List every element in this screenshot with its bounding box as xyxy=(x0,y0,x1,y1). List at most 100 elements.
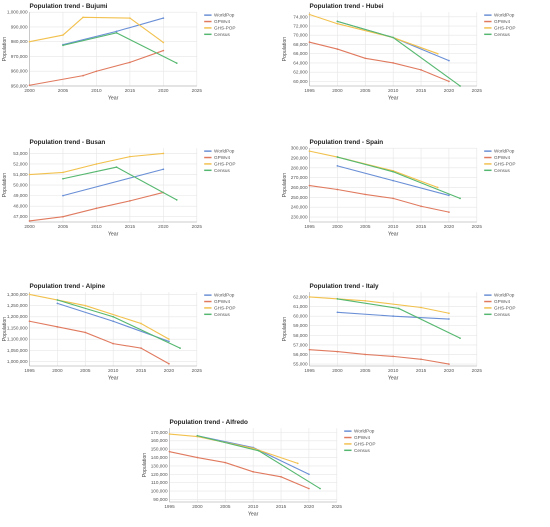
y-tick-label: 140,000 xyxy=(151,455,168,460)
x-axis-label: Year xyxy=(108,96,119,102)
data-point-census xyxy=(459,337,461,340)
data-point-census xyxy=(336,156,339,158)
data-point-gpwv4 xyxy=(448,363,450,365)
data-point-gpwv4 xyxy=(420,68,422,71)
data-point-gpwv4 xyxy=(308,184,311,187)
data-point-gpwv4 xyxy=(364,193,367,196)
data-point-gpwv4 xyxy=(392,62,395,64)
chart-panel-hubei: Population trend - Hubei 60,000 62,000 64,0… xyxy=(282,3,515,102)
legend-label: GPWv4 xyxy=(214,299,230,304)
y-axis-label: Population xyxy=(282,317,288,342)
x-tick-label: 1995 xyxy=(304,224,315,229)
series-line-census xyxy=(62,166,177,201)
data-point-gpwv4 xyxy=(168,362,170,365)
data-point-gpwv4 xyxy=(336,350,339,353)
x-tick-label: 2015 xyxy=(416,88,427,93)
series-line-gpwv4 xyxy=(309,41,450,82)
x-tick-label: 2000 xyxy=(24,88,35,93)
x-tick-label: 2010 xyxy=(91,224,102,229)
data-point-worldpop xyxy=(336,165,339,167)
series-line-gpwv4 xyxy=(169,451,310,490)
x-axis-label: Year xyxy=(108,232,119,238)
legend-label: GPWv4 xyxy=(214,155,230,160)
series-line-gpwv4 xyxy=(29,320,170,365)
legend-label: Census xyxy=(354,448,370,453)
data-point-census xyxy=(336,298,339,300)
y-tick-label: 55,000 xyxy=(293,362,308,367)
x-tick-label: 2020 xyxy=(444,368,455,373)
y-tick-label: 110,000 xyxy=(151,480,168,485)
x-tick-label: 2005 xyxy=(58,88,69,93)
y-tick-label: 120,000 xyxy=(151,472,168,477)
x-tick-label: 2005 xyxy=(360,368,371,373)
data-point-census xyxy=(175,198,178,201)
data-point-gpwv4 xyxy=(252,470,255,473)
y-tick-label: 1,300,000 xyxy=(7,292,28,297)
data-point-gpwv4 xyxy=(280,475,282,478)
series-line-census xyxy=(62,32,177,64)
data-point-gpwv4 xyxy=(56,325,59,328)
legend-label: Census xyxy=(494,168,510,173)
data-point-census xyxy=(179,347,181,349)
y-tick-label: 1,000,000 xyxy=(7,359,28,364)
x-axis-label: Year xyxy=(248,512,259,518)
data-point-ghs-pop xyxy=(129,155,131,158)
y-tick-label: 58,000 xyxy=(293,333,308,338)
x-tick-label: 1995 xyxy=(304,88,315,93)
data-point-ghs-pop xyxy=(308,13,311,16)
x-tick-label: 2000 xyxy=(332,88,343,93)
y-tick-label: 47,000 xyxy=(13,214,28,219)
x-tick-label: 2025 xyxy=(472,224,483,229)
chart-title: Population trend - Spain xyxy=(310,139,384,146)
y-tick-label: 62,000 xyxy=(293,294,308,299)
chart-title: Population trend - Alpine xyxy=(30,283,106,290)
data-point-ghs-pop xyxy=(252,447,255,450)
data-point-ghs-pop xyxy=(129,17,131,19)
data-point-worldpop xyxy=(308,473,310,476)
data-point-worldpop xyxy=(62,194,64,197)
data-point-worldpop xyxy=(112,320,115,323)
data-point-ghs-pop xyxy=(448,312,450,315)
x-tick-label: 2000 xyxy=(192,504,203,509)
data-point-census xyxy=(257,449,260,452)
x-tick-label: 2025 xyxy=(192,224,203,229)
chart-title: Population trend - Alfredo xyxy=(170,419,248,426)
series-line-census xyxy=(57,299,181,349)
data-point-gpwv4 xyxy=(95,207,98,210)
legend-label: WorldPop xyxy=(494,149,515,154)
data-point-worldpop xyxy=(56,302,59,305)
x-tick-label: 2015 xyxy=(136,368,147,373)
legend-label: GHS-POP xyxy=(494,25,515,30)
data-point-gpwv4 xyxy=(392,197,395,200)
data-point-ghs-pop xyxy=(140,322,142,325)
data-point-worldpop xyxy=(392,315,395,318)
data-point-census xyxy=(112,315,115,318)
y-tick-label: 100,000 xyxy=(151,489,168,494)
y-tick-label: 50,000 xyxy=(13,183,28,188)
x-tick-label: 2020 xyxy=(164,368,175,373)
y-axis-label: Population xyxy=(2,173,8,198)
chart-title: Population trend - Bujumi xyxy=(30,3,108,10)
data-point-worldpop xyxy=(162,168,165,171)
data-point-ghs-pop xyxy=(420,306,422,309)
data-point-gpwv4 xyxy=(364,57,367,60)
x-tick-label: 2020 xyxy=(158,88,169,93)
data-point-gpwv4 xyxy=(168,450,171,453)
data-point-census xyxy=(115,31,118,34)
data-point-gpwv4 xyxy=(129,61,131,64)
data-point-census xyxy=(319,487,321,490)
x-tick-label: 2005 xyxy=(58,224,69,229)
legend-label: GHS-POP xyxy=(214,25,235,30)
x-tick-label: 2025 xyxy=(472,88,483,93)
y-tick-label: 240,000 xyxy=(291,205,308,210)
x-tick-label: 1995 xyxy=(24,368,35,373)
y-tick-label: 74,000 xyxy=(293,14,308,19)
x-tick-label: 2025 xyxy=(192,88,203,93)
y-tick-label: 72,000 xyxy=(293,23,308,28)
data-point-gpwv4 xyxy=(162,49,165,52)
data-point-ghs-pop xyxy=(28,293,31,296)
data-point-census xyxy=(392,36,395,39)
y-tick-label: 300,000 xyxy=(291,146,308,151)
chart-panel-spain: Population trend - Spain 230,000 240,000 25… xyxy=(282,139,515,238)
data-point-worldpop xyxy=(168,340,170,343)
